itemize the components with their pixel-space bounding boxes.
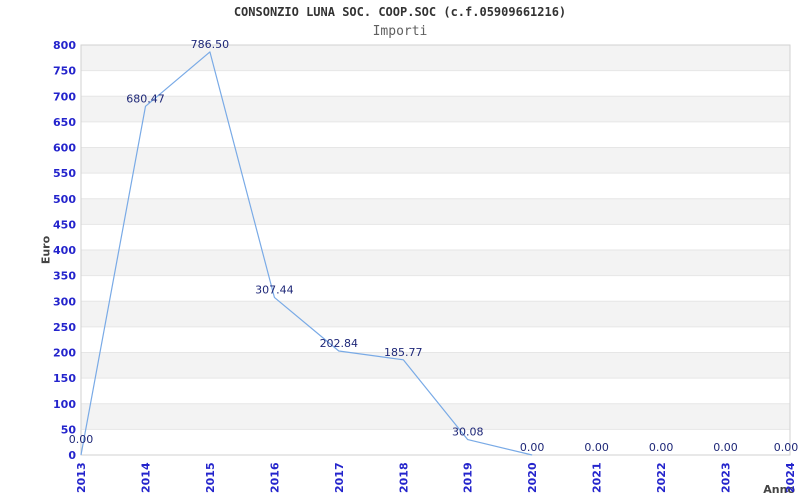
y-tick-label: 550 — [53, 167, 76, 180]
data-label: 0.00 — [774, 441, 799, 454]
data-label: 185.77 — [384, 346, 423, 359]
y-tick-label: 150 — [53, 372, 76, 385]
plot-band — [81, 326, 790, 353]
data-label: 0.00 — [584, 441, 609, 454]
y-tick-label: 750 — [53, 65, 76, 78]
plot-band — [81, 96, 790, 122]
plot-band — [81, 352, 790, 379]
plot-band — [81, 250, 790, 276]
plot-frame — [80, 44, 791, 456]
chart-subtitle: Importi — [372, 24, 428, 39]
y-tick-label: 100 — [53, 398, 76, 411]
plot-band — [81, 173, 790, 199]
data-label: 0.00 — [713, 441, 738, 454]
data-label: 786.50 — [191, 38, 230, 51]
x-tick-label: 2024 — [784, 462, 797, 493]
data-label: 680.47 — [126, 92, 165, 105]
y-tick-label: 450 — [53, 218, 76, 231]
x-tick-label: 2017 — [333, 462, 346, 493]
data-label: 0.00 — [649, 441, 674, 454]
y-tick-label: 650 — [53, 116, 76, 129]
y-tick-label: 250 — [53, 321, 76, 334]
plot-band — [81, 198, 790, 225]
y-tick-label: 600 — [53, 142, 76, 155]
series-line — [80, 51, 533, 456]
y-tick-label: 50 — [61, 423, 77, 436]
x-tick-label: 2018 — [397, 462, 410, 493]
plot-band — [81, 45, 790, 71]
chart-title: CONSONZIO LUNA SOC. COOP.SOC (c.f.059096… — [233, 5, 567, 19]
x-tick-label: 2021 — [591, 462, 604, 493]
y-tick-label: 350 — [53, 270, 76, 283]
plot-band — [81, 403, 790, 430]
y-tick-label: 800 — [53, 39, 76, 52]
y-tick-label: 700 — [53, 90, 76, 103]
y-tick-label: 500 — [53, 193, 76, 206]
plot-band — [81, 429, 790, 455]
y-tick-label: 300 — [53, 295, 76, 308]
data-label: 0.00 — [69, 433, 94, 446]
x-tick-label: 2019 — [462, 462, 475, 493]
y-tick-label: 0 — [68, 449, 76, 462]
data-label: 202.84 — [320, 337, 359, 350]
data-label: 0.00 — [520, 441, 545, 454]
data-label: 30.08 — [452, 426, 484, 439]
plot-band — [81, 121, 790, 148]
plot-band — [81, 301, 790, 327]
data-label: 307.44 — [255, 283, 294, 296]
plot-band — [81, 147, 790, 174]
x-tick-label: 2020 — [526, 462, 539, 493]
x-tick-label: 2023 — [720, 462, 733, 493]
y-tick-label: 400 — [53, 244, 76, 257]
plot-band — [81, 70, 790, 97]
plot-band — [81, 275, 790, 302]
x-tick-label: 2013 — [75, 462, 88, 493]
x-tick-label: 2015 — [204, 462, 217, 493]
x-tick-label: 2016 — [268, 462, 281, 493]
x-tick-label: 2022 — [655, 462, 668, 493]
y-tick-label: 200 — [53, 347, 76, 360]
x-axis-title: Anno — [763, 483, 795, 496]
x-tick-label: 2014 — [139, 462, 152, 493]
plot-band — [81, 224, 790, 250]
